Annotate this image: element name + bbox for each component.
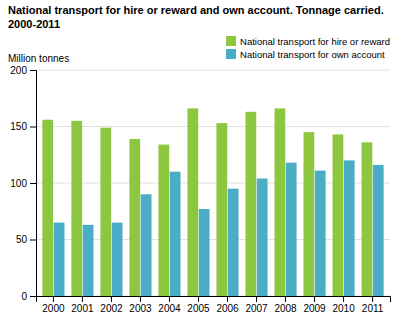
y-tick: 100 — [10, 178, 36, 189]
bar — [286, 163, 297, 296]
bar — [187, 108, 198, 296]
x-tick-mark — [140, 296, 141, 302]
x-tick: 2002 — [100, 296, 123, 314]
grid-line — [36, 126, 390, 127]
bar — [315, 171, 326, 296]
x-tick-label: 2003 — [129, 303, 152, 314]
bar — [344, 160, 355, 296]
bar — [112, 223, 123, 296]
x-tick-label: 2005 — [187, 303, 210, 314]
x-tick-label: 2010 — [332, 303, 355, 314]
x-tick-mark — [198, 296, 199, 302]
y-tick: 0 — [21, 291, 36, 302]
y-tick-label: 100 — [10, 178, 27, 189]
bar — [275, 108, 286, 296]
legend-label: National transport for own account — [240, 49, 385, 60]
y-tick-mark — [30, 183, 36, 184]
x-tick-label: 2007 — [245, 303, 268, 314]
x-tick-mark — [53, 296, 54, 302]
bar — [170, 172, 181, 296]
x-tick-mark — [343, 296, 344, 302]
x-tick: 2006 — [216, 296, 239, 314]
x-tick: 2005 — [187, 296, 210, 314]
x-tick: 2004 — [158, 296, 181, 314]
x-axis: 2000 2001 2002 2003 2004 2005 2006 2007 2008 2009… — [37, 296, 391, 314]
legend: National transport for hire or reward Nat… — [226, 36, 390, 60]
x-tick-label: 2004 — [158, 303, 181, 314]
bar — [54, 223, 65, 296]
x-tick-mark — [285, 296, 286, 302]
legend-item: National transport for hire or reward — [226, 36, 390, 47]
x-axis-line — [37, 297, 391, 303]
title-line: National transport for hire or reward an… — [8, 4, 384, 16]
x-tick-mark — [314, 296, 315, 302]
y-tick-mark — [30, 240, 36, 241]
x-tick: 2007 — [245, 296, 268, 314]
bar — [129, 139, 140, 296]
chart: National transport for hire or reward an… — [0, 0, 400, 320]
bar — [333, 134, 344, 296]
y-axis: 0 50 100 150 200 — [10, 65, 36, 302]
y-tick-mark — [30, 296, 36, 297]
bar — [257, 178, 268, 296]
x-tick: 2000 — [42, 296, 65, 314]
x-tick-mark — [227, 296, 228, 302]
y-tick: 200 — [10, 65, 36, 76]
bar — [42, 120, 53, 296]
legend-swatch — [226, 36, 236, 46]
legend-swatch — [226, 49, 236, 59]
legend-label: National transport for hire or reward — [240, 36, 390, 47]
subtitle: 2000-2011 — [8, 18, 60, 30]
x-tick-label: 2009 — [303, 303, 326, 314]
y-tick-label: 50 — [16, 234, 28, 245]
bar — [100, 128, 111, 296]
y-tick-mark — [30, 70, 36, 71]
x-tick: 2001 — [71, 296, 94, 314]
x-tick-mark — [256, 296, 257, 302]
bar — [158, 145, 169, 296]
y-axis-line — [30, 71, 37, 297]
x-tick: 2008 — [274, 296, 297, 314]
y-tick: 150 — [10, 121, 36, 132]
x-tick-mark — [111, 296, 112, 302]
y-tick-mark — [30, 127, 36, 128]
bar — [228, 189, 239, 296]
x-tick-label: 2000 — [42, 303, 65, 314]
y-tick-label: 200 — [10, 65, 27, 76]
bar — [216, 123, 227, 296]
x-tick-label: 2002 — [100, 303, 123, 314]
x-tick-mark — [82, 296, 83, 302]
x-tick: 2009 — [303, 296, 326, 314]
x-tick-label: 2008 — [274, 303, 297, 314]
x-tick-mark — [169, 296, 170, 302]
x-tick: 2011 — [362, 296, 384, 314]
bars — [42, 108, 383, 296]
grid-line — [36, 70, 390, 71]
title: National transport for hire or reward an… — [8, 4, 384, 16]
x-tick-label: 2001 — [71, 303, 94, 314]
y-axis-label: Million tonnes — [8, 53, 69, 64]
legend-item: National transport for own account — [226, 49, 385, 60]
x-tick-label: 2006 — [216, 303, 239, 314]
y-tick: 50 — [16, 234, 36, 245]
plot: 0 50 100 150 200 2000 2001 2002 2003 2004 2005 2006… — [10, 65, 390, 314]
y-tick-label: 0 — [21, 291, 27, 302]
x-tick-label: 2011 — [362, 303, 384, 314]
bar — [362, 142, 373, 296]
x-tick-mark — [372, 296, 373, 302]
grid — [36, 70, 390, 296]
x-tick: 2003 — [129, 296, 152, 314]
bar — [373, 165, 384, 296]
bar — [83, 225, 94, 296]
bar — [71, 121, 82, 296]
x-tick: 2010 — [332, 296, 355, 314]
bar — [304, 132, 315, 296]
bar — [141, 194, 152, 296]
bar — [199, 209, 210, 296]
bar — [245, 112, 256, 296]
y-tick-label: 150 — [10, 121, 27, 132]
